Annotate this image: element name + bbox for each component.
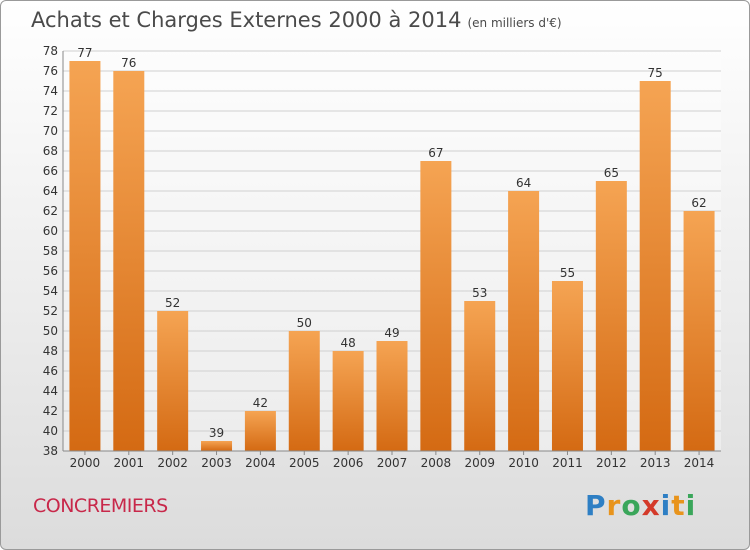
data-label: 48 bbox=[340, 336, 355, 350]
data-label: 75 bbox=[648, 66, 663, 80]
x-tick-label: 2013 bbox=[640, 456, 671, 470]
y-tick-label: 72 bbox=[43, 104, 58, 118]
bar bbox=[420, 161, 452, 451]
bars: 77 76 52 39 42 50 48 49 67 53 64 55 65 75 62 bbox=[69, 46, 715, 451]
y-tick-label: 54 bbox=[43, 284, 58, 298]
y-tick-label: 56 bbox=[43, 264, 58, 278]
bar bbox=[683, 211, 715, 451]
y-tick-label: 38 bbox=[43, 444, 58, 458]
bar bbox=[201, 441, 233, 451]
x-tick-label: 2012 bbox=[596, 456, 627, 470]
bar bbox=[595, 181, 627, 451]
y-tick-label: 68 bbox=[43, 144, 58, 158]
data-label: 52 bbox=[165, 296, 180, 310]
logo-letter: P bbox=[585, 489, 607, 522]
x-tick-label: 2009 bbox=[464, 456, 495, 470]
town-name: CONCREMIERS bbox=[33, 495, 168, 517]
data-label: 64 bbox=[516, 176, 531, 190]
data-label: 67 bbox=[428, 146, 443, 160]
chart-title: Achats et Charges Externes 2000 à 2014 (e… bbox=[31, 8, 562, 32]
logo-letter: r bbox=[606, 489, 622, 522]
x-axis: 2000 2001 2002 2003 2004 2005 2006 2007 2008 2009… bbox=[70, 451, 715, 470]
data-label: 76 bbox=[121, 56, 136, 70]
chart-title-text: Achats et Charges Externes 2000 à 2014 bbox=[31, 8, 462, 32]
x-tick-label: 2005 bbox=[289, 456, 320, 470]
bar bbox=[69, 61, 101, 451]
chart-subtitle: (en milliers d'€) bbox=[467, 16, 562, 30]
x-tick-label: 2000 bbox=[70, 456, 101, 470]
y-tick-label: 66 bbox=[43, 164, 58, 178]
x-tick-label: 2008 bbox=[421, 456, 452, 470]
y-tick-label: 46 bbox=[43, 364, 58, 378]
x-tick-label: 2006 bbox=[333, 456, 364, 470]
data-label: 50 bbox=[297, 316, 312, 330]
y-tick-label: 58 bbox=[43, 244, 58, 258]
bar bbox=[376, 341, 408, 451]
y-tick-label: 62 bbox=[43, 204, 58, 218]
x-tick-label: 2004 bbox=[245, 456, 276, 470]
x-tick-label: 2011 bbox=[552, 456, 583, 470]
data-label: 77 bbox=[77, 46, 92, 60]
logo-letter: t bbox=[671, 489, 686, 522]
y-tick-label: 42 bbox=[43, 404, 58, 418]
data-label: 65 bbox=[604, 166, 619, 180]
logo-letter: i bbox=[660, 489, 672, 522]
bar bbox=[288, 331, 320, 451]
y-tick-label: 76 bbox=[43, 64, 58, 78]
y-tick-label: 78 bbox=[43, 44, 58, 58]
bar bbox=[157, 311, 189, 451]
y-tick-label: 44 bbox=[43, 384, 58, 398]
bar bbox=[639, 81, 671, 451]
y-tick-label: 40 bbox=[43, 424, 58, 438]
data-label: 42 bbox=[253, 396, 268, 410]
logo-letter: o bbox=[621, 489, 642, 522]
bar bbox=[551, 281, 583, 451]
data-label: 53 bbox=[472, 286, 487, 300]
data-label: 55 bbox=[560, 266, 575, 280]
y-tick-label: 52 bbox=[43, 304, 58, 318]
y-tick-label: 74 bbox=[43, 84, 58, 98]
bar bbox=[464, 301, 496, 451]
x-tick-label: 2014 bbox=[684, 456, 715, 470]
x-tick-label: 2001 bbox=[114, 456, 145, 470]
bar bbox=[332, 351, 364, 451]
y-tick-label: 60 bbox=[43, 224, 58, 238]
x-tick-label: 2003 bbox=[201, 456, 232, 470]
bar bbox=[113, 71, 145, 451]
x-tick-label: 2002 bbox=[157, 456, 188, 470]
y-tick-label: 50 bbox=[43, 324, 58, 338]
y-axis: 38 40 42 44 46 48 50 52 54 56 58 60 62 64 66 68 70 72 74 76… bbox=[43, 44, 58, 458]
logo-letter: x bbox=[641, 489, 661, 522]
data-label: 49 bbox=[384, 326, 399, 340]
proxiti-logo[interactable]: Proxiti bbox=[585, 489, 696, 522]
data-label: 62 bbox=[691, 196, 706, 210]
x-tick-label: 2010 bbox=[508, 456, 539, 470]
data-label: 39 bbox=[209, 426, 224, 440]
y-tick-label: 64 bbox=[43, 184, 58, 198]
logo-letter: i bbox=[685, 489, 697, 522]
y-tick-label: 70 bbox=[43, 124, 58, 138]
y-tick-label: 48 bbox=[43, 344, 58, 358]
x-tick-label: 2007 bbox=[377, 456, 408, 470]
bar bbox=[244, 411, 276, 451]
bar bbox=[508, 191, 540, 451]
